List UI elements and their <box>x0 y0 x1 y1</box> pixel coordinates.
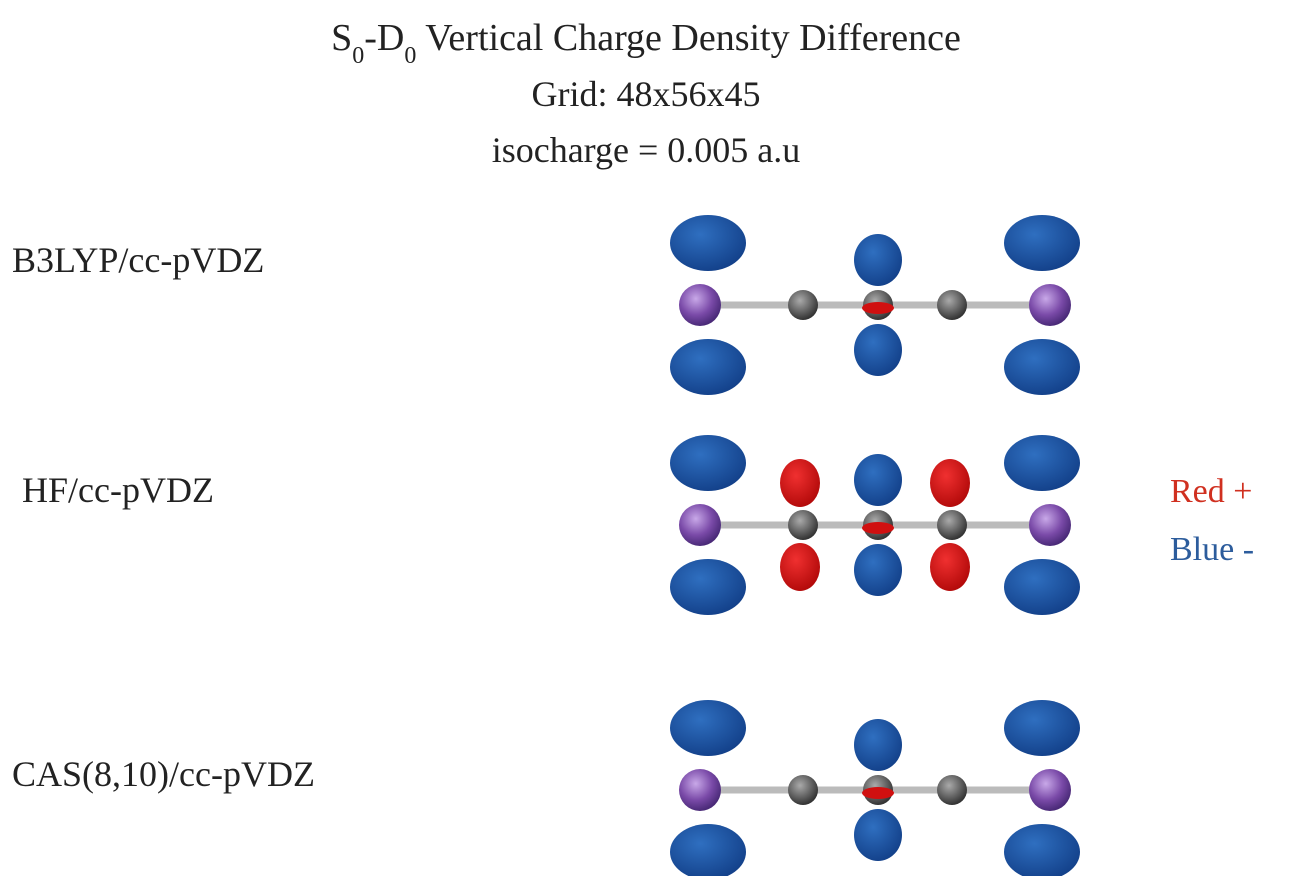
negative-lobe <box>1004 824 1080 876</box>
positive-lobe <box>930 459 970 507</box>
iodine-atom <box>1029 504 1071 546</box>
carbon-atom <box>788 775 818 805</box>
negative-lobe <box>670 824 746 876</box>
title-part: -D <box>364 17 404 59</box>
carbon-atom <box>937 510 967 540</box>
negative-lobe <box>854 544 902 596</box>
negative-lobe <box>854 719 902 771</box>
negative-lobe <box>1004 559 1080 615</box>
negative-lobe <box>670 700 746 756</box>
iodine-atom <box>1029 769 1071 811</box>
row-label: B3LYP/cc-pVDZ <box>12 240 264 280</box>
negative-lobe <box>670 559 746 615</box>
subtitle: isocharge = 0.005 a.u <box>492 130 801 170</box>
carbon-atom <box>937 775 967 805</box>
negative-lobe <box>1004 700 1080 756</box>
positive-lobe <box>862 787 894 799</box>
iodine-atom <box>1029 284 1071 326</box>
negative-lobe <box>854 234 902 286</box>
negative-lobe <box>854 324 902 376</box>
legend-red: Red + <box>1170 473 1252 510</box>
page: S0-D0 Vertical Charge Density Difference… <box>0 0 1292 876</box>
negative-lobe <box>854 454 902 506</box>
positive-lobe <box>862 302 894 314</box>
positive-lobe <box>930 543 970 591</box>
positive-lobe <box>780 543 820 591</box>
carbon-atom <box>937 290 967 320</box>
title-subscript: 0 <box>352 43 364 69</box>
row-label: HF/cc-pVDZ <box>22 470 214 510</box>
molecules <box>670 215 1080 876</box>
legend-blue: Blue - <box>1170 531 1254 568</box>
title-part: Vertical Charge Density Difference <box>416 17 960 59</box>
row-label: CAS(8,10)/cc-pVDZ <box>12 754 315 794</box>
title: S0-D0 Vertical Charge Density Difference <box>331 17 961 69</box>
carbon-atom <box>788 510 818 540</box>
title-part: S <box>331 17 352 59</box>
positive-lobe <box>780 459 820 507</box>
title-subscript: 0 <box>404 43 416 69</box>
negative-lobe <box>1004 339 1080 395</box>
iodine-atom <box>679 284 721 326</box>
negative-lobe <box>670 215 746 271</box>
carbon-atom <box>788 290 818 320</box>
positive-lobe <box>862 522 894 534</box>
iodine-atom <box>679 504 721 546</box>
negative-lobe <box>1004 215 1080 271</box>
subtitle: Grid: 48x56x45 <box>532 74 761 114</box>
figure: S0-D0 Vertical Charge Density Difference… <box>0 0 1292 876</box>
iodine-atom <box>679 769 721 811</box>
negative-lobe <box>670 435 746 491</box>
negative-lobe <box>1004 435 1080 491</box>
negative-lobe <box>854 809 902 861</box>
negative-lobe <box>670 339 746 395</box>
